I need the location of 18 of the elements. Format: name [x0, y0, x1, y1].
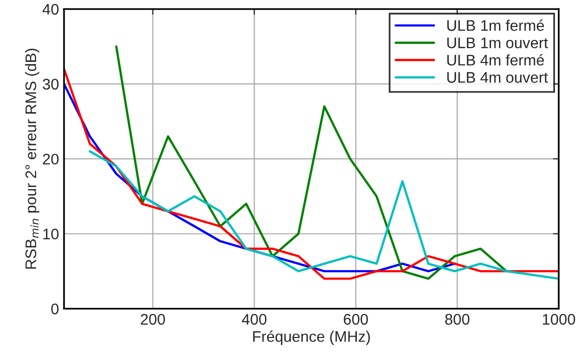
x-tick-label: 400	[242, 314, 266, 325]
line-series	[64, 68, 559, 280]
y-tick-label: 0	[51, 304, 59, 314]
x-tick-label: 600	[344, 314, 368, 325]
y-tick-label: 20	[42, 154, 59, 165]
legend-label: ULB 4m ouvert	[447, 72, 548, 83]
legend-label: ULB 1m fermé	[447, 20, 544, 31]
legend-label: ULB 4m fermé	[447, 54, 544, 66]
legend-label: ULB 1m ouvert	[447, 38, 548, 48]
y-tick-label: 10	[43, 228, 59, 240]
y-tick-label: 40	[42, 4, 59, 15]
x-tick-label: 800	[445, 314, 470, 325]
x-tick-label: 200	[140, 314, 165, 325]
line-series	[88, 150, 559, 280]
y-axis-title: RSB$_{min}$ pour 2° erreur RMS (dB)	[25, 48, 40, 269]
y-tick-label: 30	[42, 78, 59, 90]
x-tick-label: 1000	[542, 314, 576, 325]
x-axis-title: Fréquence (MHz)	[253, 330, 370, 345]
